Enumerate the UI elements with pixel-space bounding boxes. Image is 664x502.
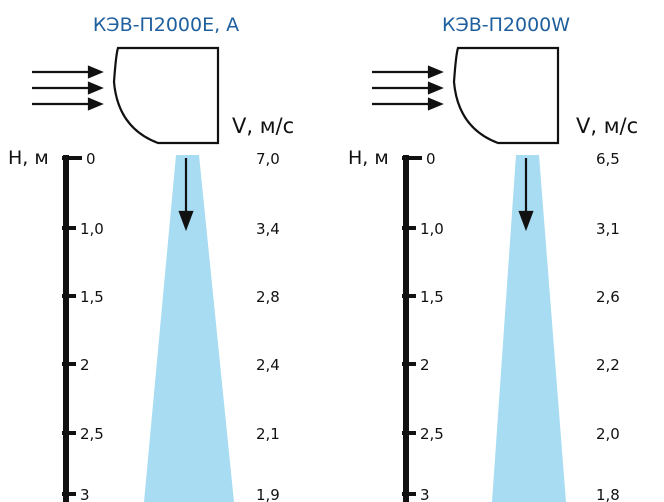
height-label: 2,5 — [420, 425, 444, 443]
speed-value: 2,8 — [256, 288, 280, 306]
incoming-air-arrows — [32, 65, 104, 111]
speed-value: 3,4 — [256, 220, 280, 238]
speed-axis-label: V, м/с — [232, 114, 294, 138]
incoming-air-arrows — [372, 65, 444, 111]
speed-values: 6,5 3,1 2,6 2,2 2,0 1,8 — [596, 150, 620, 502]
height-label: 1,0 — [80, 220, 104, 238]
speed-value: 6,5 — [596, 150, 620, 168]
airflow-diagram: H, м V, м/с 0 1,0 1,5 2 2,5 3 6,5 3,1 2,… — [348, 46, 638, 502]
panel-title: КЭВ-П2000Е, А — [92, 14, 240, 36]
stream-direction-arrow — [518, 158, 534, 232]
panel-kev-p2000w: КЭВ-П2000W H, м V, м/с 0 1,0 1,5 2 2, — [340, 0, 664, 502]
height-label: 3 — [420, 486, 430, 502]
airflow-diagram: H, м V, м/с 0 1,0 1,5 2 2,5 3 7,0 3,4 2,… — [8, 46, 294, 502]
panel-title: КЭВ-П2000W — [441, 14, 571, 36]
height-label: 1,0 — [420, 220, 444, 238]
height-label: 1,5 — [420, 288, 444, 306]
speed-axis-label: V, м/с — [576, 114, 638, 138]
height-axis — [62, 155, 82, 502]
air-stream — [492, 155, 566, 502]
height-label: 3 — [80, 486, 90, 502]
height-label: 0 — [86, 150, 96, 168]
speed-value: 2,1 — [256, 425, 280, 443]
speed-value: 2,2 — [596, 356, 620, 374]
air-stream — [144, 155, 234, 502]
height-label: 0 — [426, 150, 436, 168]
speed-values: 7,0 3,4 2,8 2,4 2,1 1,9 — [256, 150, 280, 502]
speed-value: 1,9 — [256, 486, 280, 502]
stream-direction-arrow — [178, 158, 194, 232]
height-axis-label: H, м — [348, 147, 389, 169]
height-label: 2,5 — [80, 425, 104, 443]
panel-kev-p2000e: КЭВ-П2000Е, А H, м V, м/с 0 1,0 — [8, 14, 294, 502]
air-curtain-unit — [452, 46, 560, 145]
air-curtain-unit — [112, 46, 220, 145]
height-label: 1,5 — [80, 288, 104, 306]
speed-value: 2,6 — [596, 288, 620, 306]
height-label: 2 — [80, 356, 90, 374]
speed-value: 2,4 — [256, 356, 280, 374]
speed-value: 3,1 — [596, 220, 620, 238]
height-axis — [402, 155, 422, 502]
speed-value: 7,0 — [256, 150, 280, 168]
speed-value: 1,8 — [596, 486, 620, 502]
speed-value: 2,0 — [596, 425, 620, 443]
height-axis-label: H, м — [8, 147, 49, 169]
height-tick-labels: 0 1,0 1,5 2 2,5 3 — [420, 150, 444, 502]
height-tick-labels: 0 1,0 1,5 2 2,5 3 — [80, 150, 104, 502]
height-label: 2 — [420, 356, 430, 374]
